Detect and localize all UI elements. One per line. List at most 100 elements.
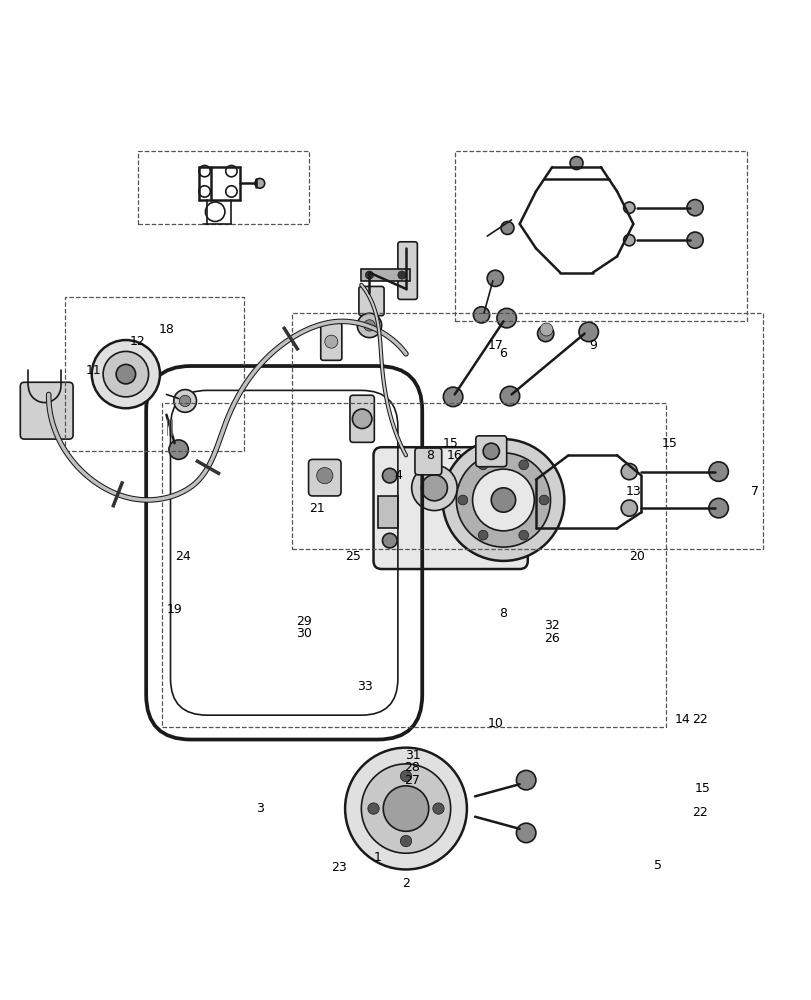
Circle shape bbox=[472, 469, 534, 531]
FancyBboxPatch shape bbox=[373, 447, 527, 569]
Circle shape bbox=[255, 178, 264, 188]
Circle shape bbox=[496, 308, 516, 328]
Circle shape bbox=[620, 500, 637, 516]
FancyBboxPatch shape bbox=[414, 448, 441, 475]
Circle shape bbox=[516, 823, 535, 843]
Text: 13: 13 bbox=[624, 485, 641, 498]
Circle shape bbox=[539, 323, 552, 336]
FancyBboxPatch shape bbox=[358, 286, 384, 316]
Text: 7: 7 bbox=[750, 485, 758, 498]
Text: 4: 4 bbox=[393, 469, 401, 482]
Circle shape bbox=[686, 232, 702, 248]
FancyBboxPatch shape bbox=[320, 323, 341, 360]
Circle shape bbox=[92, 340, 160, 408]
Bar bbox=[361, 269, 410, 281]
Text: 19: 19 bbox=[166, 603, 182, 616]
Circle shape bbox=[483, 443, 499, 459]
Circle shape bbox=[357, 313, 381, 338]
Text: 12: 12 bbox=[130, 335, 146, 348]
Circle shape bbox=[382, 468, 397, 483]
Circle shape bbox=[116, 364, 135, 384]
Circle shape bbox=[518, 460, 528, 470]
Circle shape bbox=[516, 770, 535, 790]
Text: 25: 25 bbox=[345, 550, 361, 563]
Text: 9: 9 bbox=[588, 339, 596, 352]
Text: 21: 21 bbox=[308, 502, 324, 515]
Circle shape bbox=[518, 530, 528, 540]
Text: 27: 27 bbox=[404, 774, 420, 787]
Circle shape bbox=[487, 270, 503, 286]
Circle shape bbox=[169, 440, 188, 459]
Circle shape bbox=[456, 453, 550, 547]
Text: 23: 23 bbox=[331, 861, 347, 874]
Circle shape bbox=[421, 475, 447, 501]
Text: 2: 2 bbox=[401, 877, 410, 890]
FancyBboxPatch shape bbox=[308, 459, 341, 496]
Circle shape bbox=[352, 409, 371, 429]
Circle shape bbox=[174, 390, 196, 412]
Text: 30: 30 bbox=[296, 627, 312, 640]
Text: 31: 31 bbox=[404, 749, 420, 762]
Circle shape bbox=[397, 271, 406, 279]
Circle shape bbox=[539, 495, 548, 505]
Text: 26: 26 bbox=[543, 632, 560, 645]
Circle shape bbox=[491, 488, 515, 512]
Text: 15: 15 bbox=[442, 437, 458, 450]
Text: 24: 24 bbox=[174, 550, 191, 563]
Text: 16: 16 bbox=[446, 449, 462, 462]
Circle shape bbox=[473, 307, 489, 323]
FancyBboxPatch shape bbox=[397, 242, 417, 299]
Text: 8: 8 bbox=[426, 449, 434, 462]
Circle shape bbox=[365, 271, 373, 279]
Text: 33: 33 bbox=[357, 680, 373, 693]
Circle shape bbox=[478, 460, 487, 470]
Circle shape bbox=[537, 325, 553, 342]
Bar bbox=[377, 496, 397, 528]
Text: 20: 20 bbox=[629, 550, 645, 563]
Circle shape bbox=[324, 335, 337, 348]
Circle shape bbox=[363, 320, 375, 331]
Circle shape bbox=[400, 835, 411, 847]
Circle shape bbox=[500, 386, 519, 406]
Text: 14: 14 bbox=[673, 713, 689, 726]
FancyBboxPatch shape bbox=[475, 436, 506, 467]
Circle shape bbox=[361, 764, 450, 853]
Circle shape bbox=[367, 803, 379, 814]
Circle shape bbox=[443, 387, 462, 407]
Text: 11: 11 bbox=[85, 364, 101, 377]
Text: 10: 10 bbox=[487, 717, 503, 730]
Circle shape bbox=[620, 463, 637, 480]
Text: 8: 8 bbox=[499, 607, 507, 620]
Text: 6: 6 bbox=[499, 347, 507, 360]
Circle shape bbox=[411, 465, 457, 511]
Circle shape bbox=[316, 468, 333, 484]
Circle shape bbox=[708, 498, 727, 518]
Circle shape bbox=[103, 351, 148, 397]
Circle shape bbox=[345, 748, 466, 869]
Circle shape bbox=[500, 221, 513, 234]
Circle shape bbox=[383, 786, 428, 831]
Circle shape bbox=[179, 395, 191, 407]
Circle shape bbox=[569, 157, 582, 170]
Circle shape bbox=[578, 322, 598, 342]
Text: 22: 22 bbox=[691, 713, 707, 726]
Text: 1: 1 bbox=[373, 851, 381, 864]
Circle shape bbox=[432, 803, 444, 814]
FancyBboxPatch shape bbox=[350, 395, 374, 442]
FancyBboxPatch shape bbox=[20, 382, 73, 439]
Text: 15: 15 bbox=[661, 437, 677, 450]
Circle shape bbox=[382, 533, 397, 548]
Circle shape bbox=[686, 200, 702, 216]
Circle shape bbox=[457, 495, 467, 505]
Text: 32: 32 bbox=[543, 619, 560, 632]
Circle shape bbox=[623, 202, 634, 213]
Circle shape bbox=[400, 770, 411, 782]
Text: 17: 17 bbox=[487, 339, 503, 352]
Text: 3: 3 bbox=[255, 802, 264, 815]
Circle shape bbox=[623, 234, 634, 246]
Text: 22: 22 bbox=[691, 806, 707, 819]
Circle shape bbox=[442, 439, 564, 561]
Circle shape bbox=[708, 462, 727, 481]
Text: 29: 29 bbox=[296, 615, 312, 628]
Text: 5: 5 bbox=[653, 859, 661, 872]
